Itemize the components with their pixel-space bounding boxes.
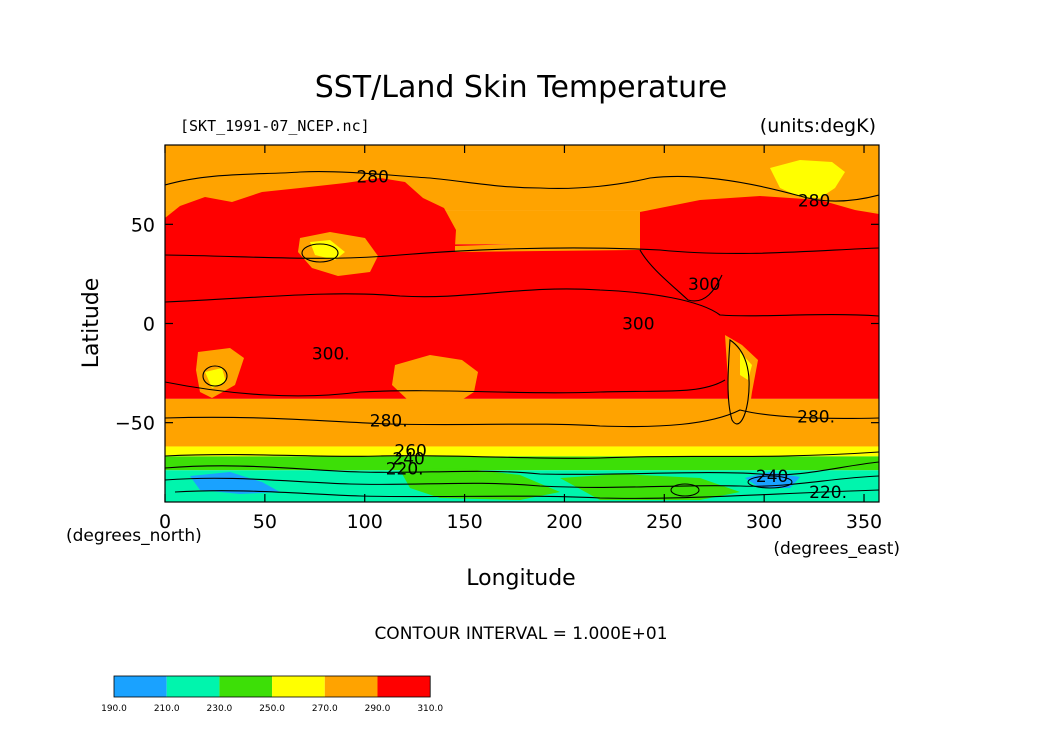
colorbar-segment <box>114 676 167 697</box>
contour-label: 240 <box>392 449 424 469</box>
contour-label: 300. <box>312 344 350 364</box>
band-4 <box>165 456 879 471</box>
contour-label: 280 <box>798 192 830 212</box>
y-axis-label: Latitude <box>79 278 104 369</box>
x-tick-label: 0 <box>159 511 171 533</box>
x-tick-label: 250 <box>646 511 682 533</box>
contour-label: 280 <box>356 168 388 188</box>
colorbar-tick-label: 250.0 <box>259 704 285 714</box>
band-1 <box>165 244 879 399</box>
contour-label: 240 <box>756 467 788 487</box>
contour-label: 300 <box>688 275 720 295</box>
contour-label: 260 <box>394 441 426 461</box>
contour-lines <box>165 171 879 499</box>
colorbar-segment <box>166 676 220 697</box>
x-tick-label: 350 <box>846 511 882 533</box>
contour-label: 220. <box>386 459 424 479</box>
band-3 <box>165 446 879 457</box>
axes: 0 50 100 150 200 250 300 350 −50 0 50 <box>115 145 882 533</box>
contour-interval-label: CONTOUR INTERVAL = 1.000E+01 <box>374 624 667 644</box>
x-tick-label: 300 <box>746 511 782 533</box>
colorbar-tick-label: 290.0 <box>365 704 391 714</box>
band-2 <box>165 398 879 447</box>
x-tick-label: 100 <box>347 511 383 533</box>
contour-label: 220. <box>809 483 847 503</box>
chart-title: SST/Land Skin Temperature <box>315 70 728 105</box>
units-label: (units:degK) <box>760 115 876 137</box>
contour-label: 300 <box>622 315 654 335</box>
colorbar-tick-label: 190.0 <box>101 704 127 714</box>
colorbar-tick-label: 230.0 <box>207 704 233 714</box>
x-units-label: (degrees_east) <box>773 539 900 559</box>
colorbar-segment <box>377 676 431 697</box>
y-tick-label: 50 <box>131 214 155 236</box>
x-tick-label: 150 <box>446 511 482 533</box>
colorbar-tick-label: 210.0 <box>154 704 180 714</box>
source-label: [SKT_1991-07_NCEP.nc] <box>180 117 370 135</box>
colorbar-segment <box>272 676 325 697</box>
y-tick-label: 0 <box>143 314 155 336</box>
colorbar-segment <box>324 676 378 697</box>
colorbar-tick-label: 270.0 <box>312 704 338 714</box>
colorbar-tick-label: 310.0 <box>417 704 443 714</box>
x-axis-label: Longitude <box>466 566 575 591</box>
y-tick-label: −50 <box>115 413 155 435</box>
land-temperature-regions <box>165 160 879 500</box>
contour-label: 280. <box>797 408 835 428</box>
y-units-label: (degrees_north) <box>66 526 202 546</box>
x-tick-label: 200 <box>546 511 582 533</box>
colorbar-segment <box>219 676 273 697</box>
x-tick-label: 50 <box>253 511 277 533</box>
contour-label: 280. <box>370 412 408 432</box>
colorbar: 190.0 210.0 230.0 250.0 270.0 290.0 310.0 <box>101 675 443 714</box>
